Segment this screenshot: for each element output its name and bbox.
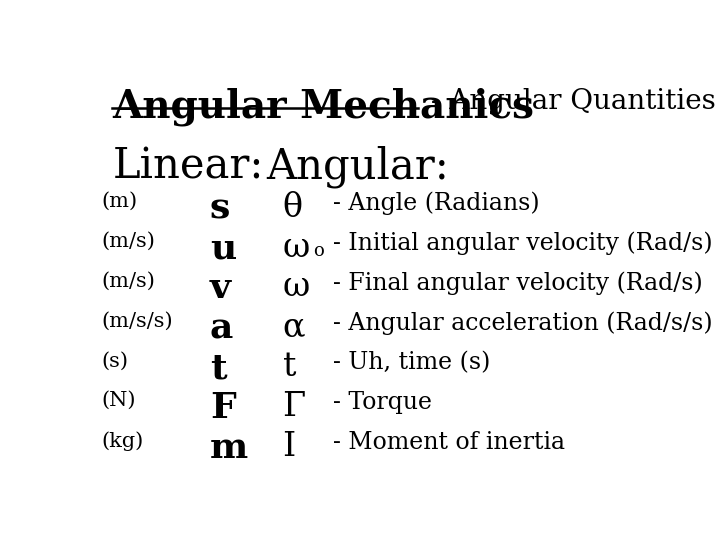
Text: m: m: [210, 431, 248, 465]
Text: - Initial angular velocity (Rad/s): - Initial angular velocity (Rad/s): [333, 232, 712, 255]
Text: - Torque: - Torque: [333, 391, 432, 414]
Text: θ: θ: [282, 192, 302, 224]
Text: (kg): (kg): [101, 431, 143, 451]
Text: s: s: [210, 192, 230, 226]
Text: (m/s/s): (m/s/s): [101, 312, 173, 330]
Text: Linear:: Linear:: [112, 146, 264, 188]
Text: - Angular Quantities: - Angular Quantities: [422, 87, 716, 114]
Text: u: u: [210, 232, 236, 266]
Text: t: t: [282, 352, 296, 383]
Text: (m/s): (m/s): [101, 232, 155, 251]
Text: - Uh, time (s): - Uh, time (s): [333, 352, 490, 374]
Text: - Moment of inertia: - Moment of inertia: [333, 431, 564, 454]
Text: F: F: [210, 391, 235, 425]
Text: (N): (N): [101, 391, 135, 410]
Text: Angular:: Angular:: [266, 146, 449, 188]
Text: ω: ω: [282, 272, 310, 303]
Text: (m): (m): [101, 192, 138, 211]
Text: I: I: [282, 431, 296, 463]
Text: Γ: Γ: [282, 391, 305, 423]
Text: v: v: [210, 272, 231, 306]
Text: α: α: [282, 312, 305, 343]
Text: (s): (s): [101, 352, 128, 370]
Text: - Angular acceleration (Rad/s/s): - Angular acceleration (Rad/s/s): [333, 312, 712, 335]
Text: (m/s): (m/s): [101, 272, 155, 291]
Text: t: t: [210, 352, 227, 385]
Text: Angular Mechanics: Angular Mechanics: [112, 87, 534, 126]
Text: ω: ω: [282, 232, 310, 264]
Text: - Angle (Radians): - Angle (Radians): [333, 192, 539, 215]
Text: a: a: [210, 312, 233, 346]
Text: o: o: [313, 242, 324, 260]
Text: - Final angular velocity (Rad/s): - Final angular velocity (Rad/s): [333, 272, 703, 295]
